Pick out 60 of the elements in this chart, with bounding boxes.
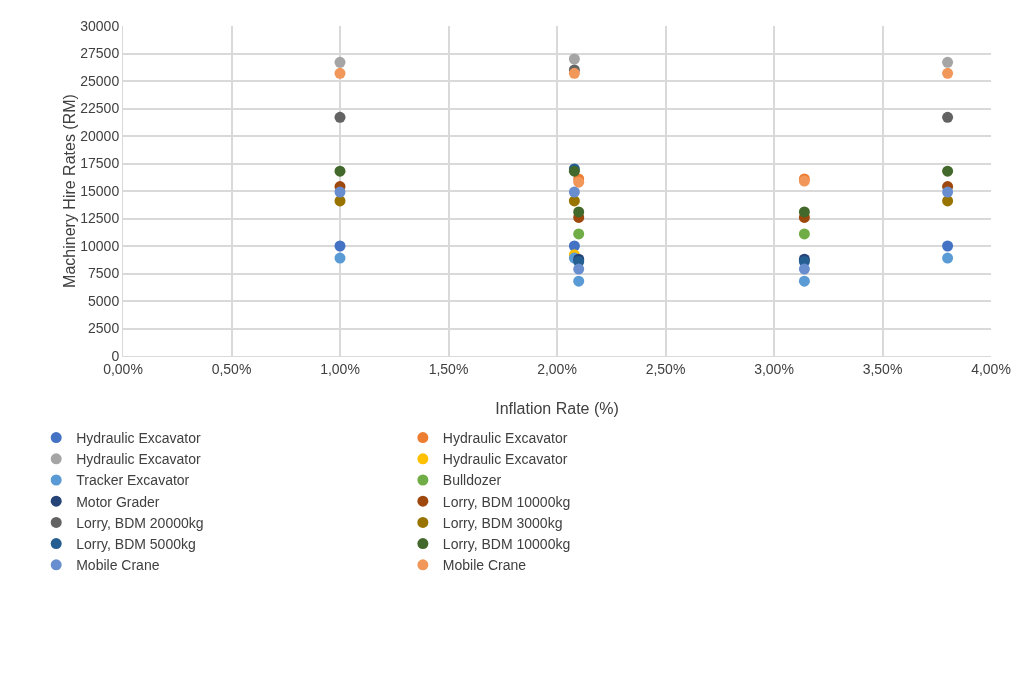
point [334,186,346,198]
y-tick-label: 20000 [80,127,120,144]
point [573,206,585,218]
point [334,111,346,123]
y-axis-title: Machinery Hire Rates (RM) [61,94,79,288]
point [573,275,585,287]
point [334,67,346,79]
legend-label: Lorry, BDM 5000kg [76,536,196,553]
y-tick-label: 2500 [88,320,120,337]
point [942,186,954,198]
legend-label: Bulldozer [442,472,502,489]
point [942,252,954,264]
point [334,165,346,177]
legend-label: Motor Grader [76,493,160,510]
point [798,263,810,275]
y-tick-label: 30000 [80,17,120,34]
point [568,186,580,198]
x-tick-label: 1,50% [428,360,469,377]
legend-label: Lorry, BDM 3000kg [442,514,563,531]
legend-label: Tracker Excavator [76,472,190,489]
y-tick-label: 27500 [80,45,120,62]
x-tick-label: 2,00% [537,360,577,377]
legend-label: Hydraulic Excavator [76,451,202,468]
x-tick-label: 3,50% [862,360,903,377]
point [798,275,810,287]
y-tick-label: 5000 [88,292,120,309]
x-tick-label: 3,00% [754,360,794,377]
point [334,56,346,68]
x-tick-label: 4,00% [971,360,1011,377]
legend-label: Lorry, BDM 20000kg [76,514,204,531]
x-tick-label: 0,50% [211,360,252,377]
point [942,111,954,123]
x-axis-title: Inflation Rate (%) [495,400,619,417]
y-tick-label: 17500 [80,155,120,172]
point [573,228,585,240]
x-tick-label: 2,50% [645,360,686,377]
y-tick-label: 22500 [80,100,120,117]
point [568,53,580,65]
point [334,252,346,264]
legend-label: Mobile Crane [442,557,527,574]
point [798,206,810,218]
legend-label: Hydraulic Excavator [76,430,202,447]
legend-label: Hydraulic Excavator [442,451,568,468]
point [942,56,954,68]
legend-label: Lorry, BDM 10000kg [442,536,571,553]
y-tick-label: 15000 [80,182,120,199]
y-tick-label: 25000 [80,72,120,89]
legend-label: Hydraulic Excavator [442,430,568,447]
point [798,228,810,240]
point [942,67,954,79]
y-tick-label: 7500 [88,265,120,282]
legend-label: Mobile Crane [76,557,160,574]
point [573,263,585,275]
x-tick-label: 1,00% [320,360,360,377]
point [942,165,954,177]
legend-label: Lorry, BDM 10000kg [442,493,571,510]
point [942,240,954,252]
point [334,240,346,252]
y-tick-label: 12500 [80,210,120,227]
y-tick-label: 10000 [80,237,120,254]
